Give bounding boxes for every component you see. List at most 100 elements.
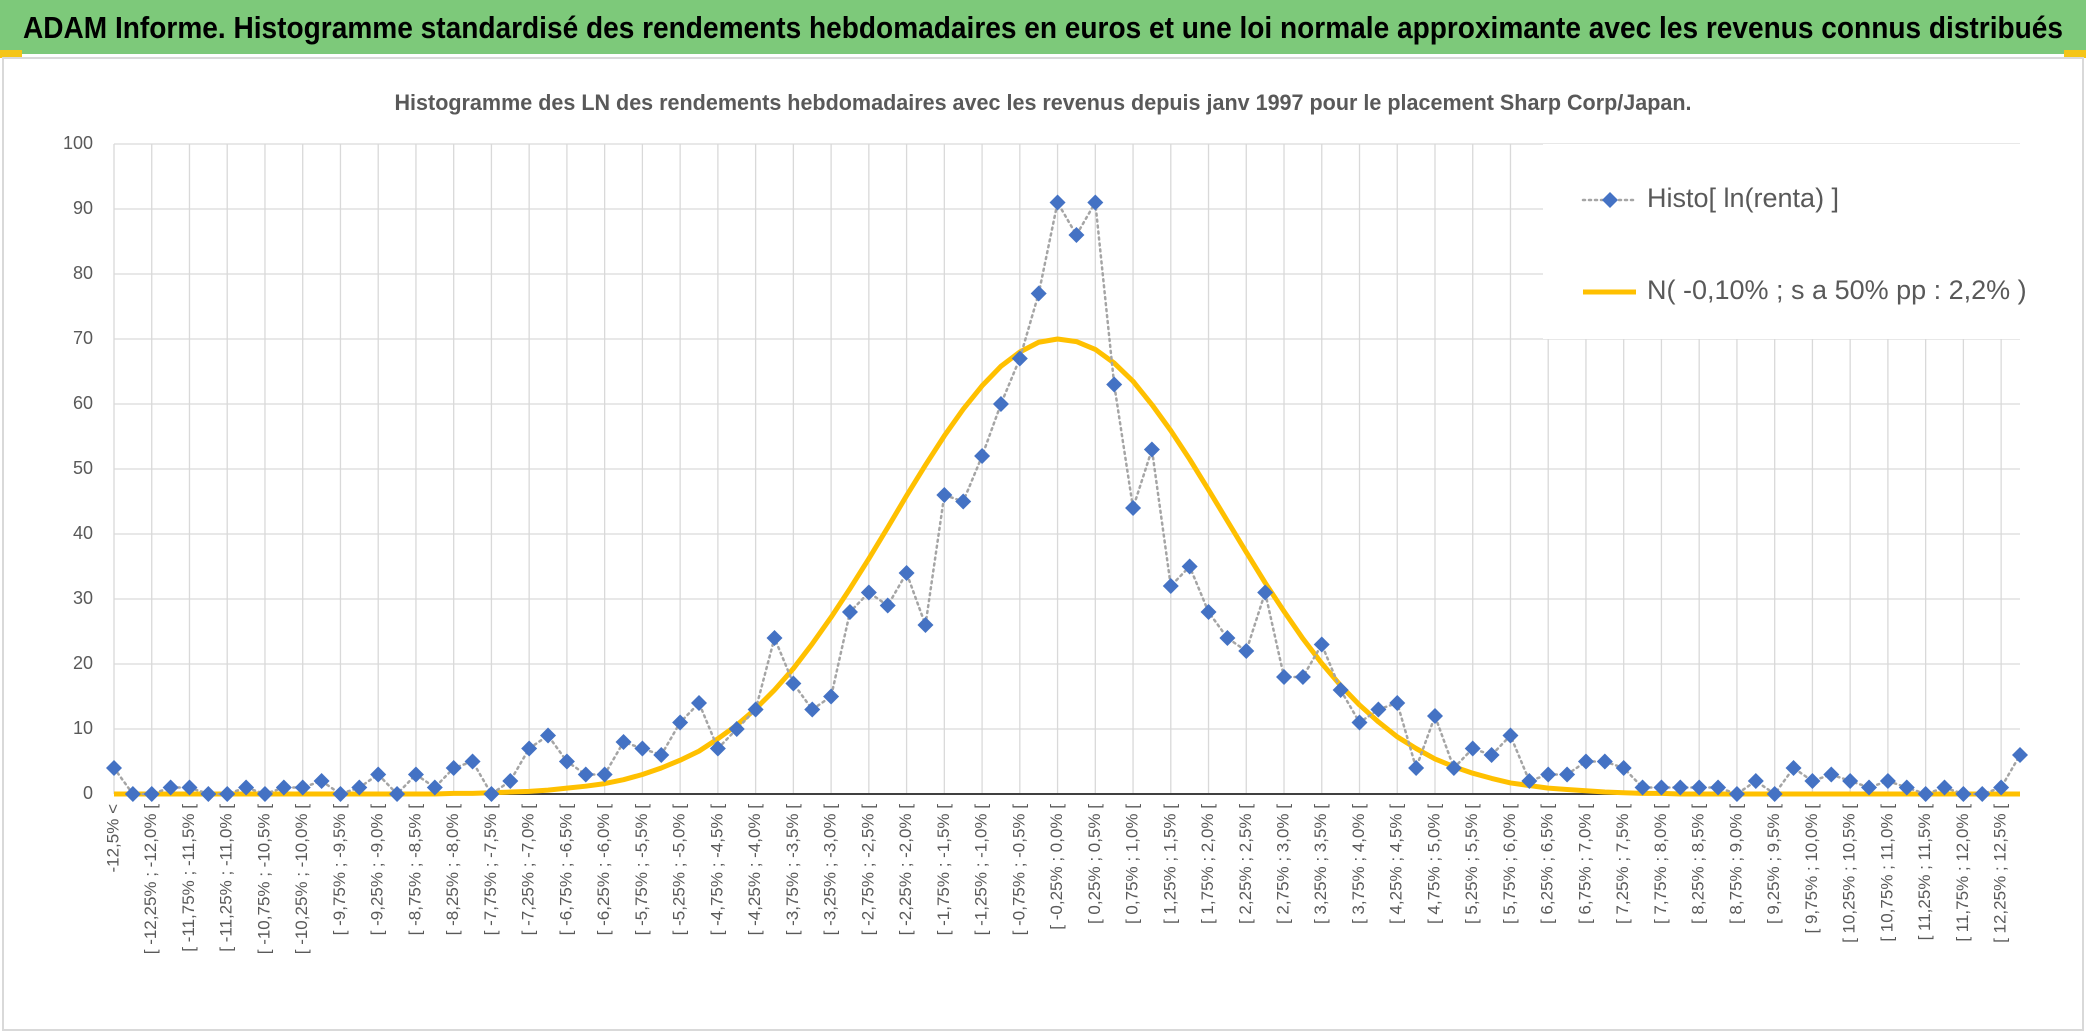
data-point: [1691, 779, 1708, 796]
data-point: [275, 779, 292, 796]
data-point: [1653, 779, 1670, 796]
x-tick-label: [ 7,75% ; 8,0% [: [1651, 804, 1670, 924]
data-point: [1238, 643, 1255, 659]
x-tick-label: [ -2,25% ; -2,0% [: [896, 804, 915, 936]
data-point: [879, 597, 896, 614]
data-point: [1672, 779, 1689, 796]
data-point: [181, 779, 198, 796]
x-tick-label: [ 8,75% ; 9,0% [: [1726, 804, 1745, 924]
x-tick-label: [ 4,25% ; 4,5% [: [1387, 804, 1406, 924]
data-point: [1200, 604, 1217, 620]
data-point: [804, 701, 821, 718]
data-point: [1879, 773, 1896, 789]
data-point: [1710, 779, 1727, 796]
data-point: [1974, 786, 1991, 802]
data-point: [1143, 441, 1160, 458]
data-point: [917, 617, 934, 633]
x-tick-label: [ -8,75% ; -8,5% [: [405, 804, 424, 936]
data-point: [370, 766, 387, 783]
data-point: [615, 734, 632, 750]
data-point: [294, 779, 311, 796]
y-tick-label: 80: [73, 263, 93, 283]
data-point: [1728, 786, 1745, 802]
y-tick-label: 20: [73, 653, 93, 673]
x-tick-label: [ -10,75% ; -10,5% [: [254, 804, 273, 955]
x-tick-label: [ -5,25% ; -5,0% [: [670, 804, 689, 936]
data-point: [1294, 669, 1311, 685]
x-tick-label: [ 2,25% ; 2,5% [: [1236, 804, 1255, 924]
data-point: [1068, 227, 1085, 243]
data-point: [709, 740, 726, 757]
data-point: [313, 773, 330, 789]
y-tick-label: 10: [73, 718, 93, 738]
data-point: [653, 747, 670, 763]
x-tick-label: [ -1,75% ; -1,5% [: [934, 804, 953, 936]
x-tick-label: [ -4,75% ; -4,5% [: [707, 804, 726, 936]
x-tick-label: [ 0,75% ; 1,0% [: [1123, 804, 1142, 924]
data-point: [1936, 779, 1953, 796]
x-tick-label: [ 8,25% ; 8,5% [: [1689, 804, 1708, 924]
x-tick-label: [ 9,75% ; 10,0% [: [1802, 804, 1821, 934]
data-point: [1389, 695, 1406, 711]
y-tick-label: 0: [83, 783, 93, 803]
data-point: [974, 448, 991, 464]
chart-subtitle: Histogramme des LN des rendements hebdom…: [395, 90, 1692, 115]
x-tick-label: [ -0,75% ; -0,5% [: [1009, 804, 1028, 936]
x-tick-label: [ 1,75% ; 2,0% [: [1198, 804, 1217, 924]
x-tick-label: [ 2,75% ; 3,0% [: [1274, 804, 1293, 924]
plot: [106, 194, 2028, 802]
data-point: [238, 779, 255, 796]
x-tick-label: [ 6,75% ; 7,0% [: [1575, 804, 1594, 924]
data-point: [540, 727, 557, 744]
data-point: [1747, 773, 1764, 789]
x-tick-label: [ -8,25% ; -8,0% [: [443, 804, 462, 936]
data-point: [747, 701, 764, 718]
data-point: [672, 714, 689, 731]
data-point: [1993, 779, 2010, 796]
data-point: [596, 766, 613, 783]
data-point: [351, 779, 368, 796]
x-tick-label: [ -6,75% ; -6,5% [: [556, 804, 575, 936]
x-tick-label: [ -0,25% ; 0,0% [: [1047, 804, 1066, 930]
data-point: [106, 760, 122, 776]
data-point: [841, 604, 858, 620]
data-point: [992, 396, 1009, 412]
series-line: [114, 336, 2020, 797]
y-tick-label: 30: [73, 588, 93, 608]
x-tick-label: [ -9,75% ; -9,5% [: [330, 804, 349, 936]
data-point: [1540, 766, 1557, 783]
data-point: [1521, 773, 1538, 789]
data-point: [1577, 753, 1594, 770]
x-tick-label: [ 5,25% ; 5,5% [: [1462, 804, 1481, 924]
x-tick-label: [ -11,25% ; -11,0% [: [217, 804, 236, 952]
data-point: [464, 753, 481, 770]
x-tick-label: [ 6,25% ; 6,5% [: [1538, 804, 1557, 924]
data-point: [1766, 786, 1783, 802]
data-point: [1634, 779, 1651, 796]
data-point: [200, 786, 217, 802]
x-tick-label: [ -1,25% ; -1,0% [: [972, 804, 991, 936]
data-point: [898, 565, 915, 581]
data-point: [1162, 578, 1179, 594]
data-point: [936, 487, 953, 503]
x-tick-label: [ 5,75% ; 6,0% [: [1500, 804, 1519, 924]
x-tick-label: [ -3,25% ; -3,0% [: [821, 804, 840, 936]
x-tick-label: -12,5% <: [103, 804, 122, 873]
data-point: [1408, 760, 1425, 776]
data-point: [1464, 740, 1481, 757]
y-tick-label: 50: [73, 458, 93, 478]
data-point: [445, 760, 462, 776]
x-tick-label: [ 7,25% ; 7,5% [: [1613, 804, 1632, 924]
data-point: [143, 786, 160, 802]
data-point: [1106, 376, 1123, 393]
x-tick-label: [ -2,75% ; -2,5% [: [858, 804, 877, 936]
data-point: [1596, 753, 1613, 770]
data-point: [1861, 779, 1878, 796]
data-point: [389, 786, 406, 802]
legend-box: [1543, 144, 2020, 339]
data-point: [1370, 701, 1387, 718]
data-point: [1917, 786, 1934, 802]
data-point: [219, 786, 236, 802]
x-tick-label: [ 11,75% ; 12,0% [: [1953, 804, 1972, 942]
